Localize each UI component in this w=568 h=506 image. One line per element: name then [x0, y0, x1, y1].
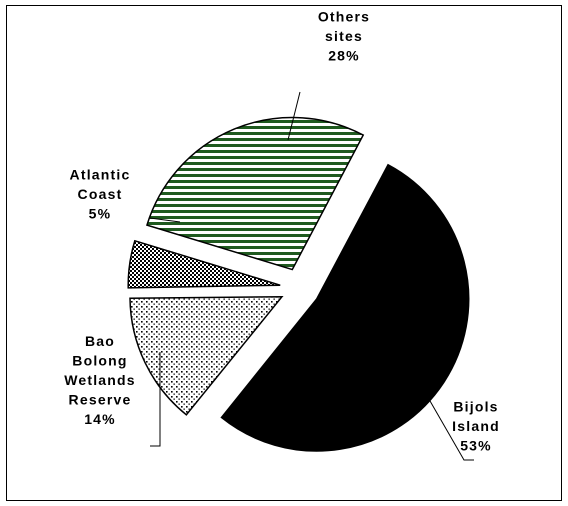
pie-slice-others-sites: [146, 116, 365, 271]
leader-line-4: [287, 91, 301, 141]
slice-label-line: Bao: [85, 333, 115, 349]
slice-label-line: Others: [318, 9, 370, 25]
slice-label-line: Wetlands: [64, 372, 136, 388]
slice-label-bao-bolong-wetlands-reserve: Bao Bolong Wetlands Reserve 14%: [64, 333, 136, 427]
slice-label-line: 53%: [460, 438, 492, 454]
slice-label-line: 5%: [89, 206, 112, 222]
slice-label-line: Bolong: [72, 353, 127, 369]
slice-label-line: Reserve: [69, 392, 132, 408]
slice-label-others-sites: Others sites 28%: [318, 9, 370, 64]
leader-line-3: [149, 217, 181, 223]
slice-label-line: Island: [452, 418, 500, 434]
leader-line-1: [425, 393, 474, 461]
slice-label-bijols-island: Bijols Island 53%: [452, 399, 500, 454]
slice-label-line: Bijols: [453, 399, 498, 415]
leader-line-2: [150, 352, 161, 447]
slice-label-atlantic-coast: Atlantic Coast 5%: [70, 167, 131, 222]
slice-label-line: Coast: [78, 186, 123, 202]
pie-slice-bao-bolong-wetlands-reserve: [129, 295, 284, 416]
slice-label-line: Atlantic: [70, 167, 131, 183]
slice-label-line: sites: [325, 28, 363, 44]
pie-slice-atlantic-coast: [127, 239, 281, 289]
pie-slice-bijols-island: [220, 163, 470, 452]
slice-label-line: 28%: [328, 48, 360, 64]
slice-label-line: 14%: [84, 411, 116, 427]
